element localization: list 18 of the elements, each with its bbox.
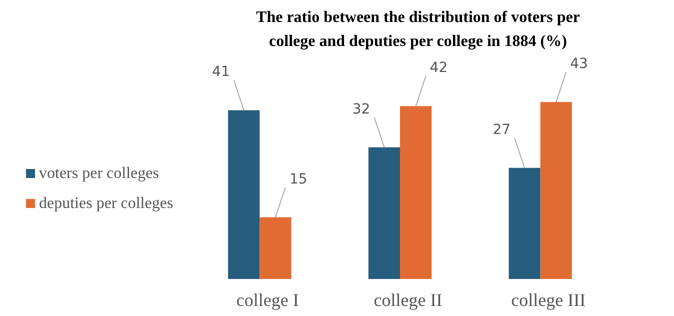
legend-label: deputies per colleges — [39, 195, 174, 212]
data-label: 27 — [492, 122, 511, 138]
bar — [508, 168, 540, 279]
x-tick-label: college I — [236, 290, 299, 310]
bar — [228, 110, 260, 279]
chart-title: The ratio between the distribution of voters per college and deputies per college in 1884 (%) — [256, 9, 580, 50]
x-tick-label: college II — [374, 290, 442, 310]
legend-label: voters per colleges — [39, 165, 159, 182]
bar — [400, 106, 432, 279]
data-label: 41 — [212, 64, 230, 80]
bar — [260, 217, 292, 279]
bar — [368, 147, 400, 279]
x-tick-label: college III — [511, 290, 586, 310]
data-label: 43 — [570, 56, 588, 72]
data-label: 15 — [289, 171, 308, 188]
data-label: 42 — [430, 60, 448, 76]
bar — [540, 102, 572, 279]
data-label: 32 — [352, 101, 370, 118]
